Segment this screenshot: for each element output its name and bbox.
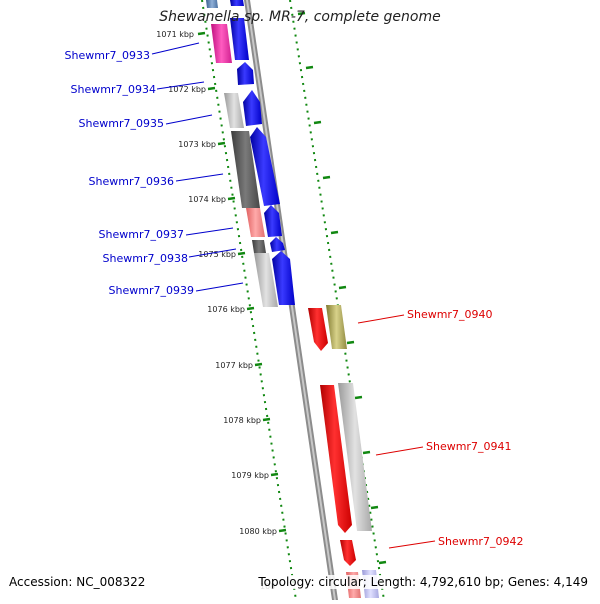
ruler-tick <box>262 417 271 422</box>
ruler-tick <box>338 285 347 290</box>
ruler-tick <box>354 395 363 400</box>
gene-block-partial-top-blue <box>230 0 244 6</box>
ruler-tick <box>217 141 226 146</box>
gene-features <box>206 0 379 598</box>
ruler-tick <box>207 86 216 91</box>
genome-title: Shewanella sp. MR-7, complete genome <box>159 9 441 25</box>
ruler-label: 1075 kbp <box>198 250 236 259</box>
gene-arrow-0936 <box>250 127 280 206</box>
ruler-label: 1072 kbp <box>168 85 206 94</box>
gene-block-0935-gray <box>224 93 244 128</box>
ruler-tick <box>227 196 236 201</box>
gene-block-0933-magenta <box>211 24 232 63</box>
ruler-tick <box>270 472 279 477</box>
ruler-tick <box>346 340 355 345</box>
gene-arrow-0933 <box>230 18 249 60</box>
gene-label: Shewmr7_0940 <box>407 308 492 321</box>
gene-label: Shewmr7_0941 <box>426 440 511 453</box>
ruler-label: 1074 kbp <box>188 195 226 204</box>
leader-line <box>151 42 200 55</box>
ruler-tick <box>378 560 387 565</box>
ruler-tick <box>278 528 287 533</box>
ruler-tick <box>362 450 371 455</box>
ruler-tick <box>322 175 331 180</box>
gene-arrow-0935 <box>243 90 262 126</box>
gene-label: Shewmr7_0939 <box>109 284 194 297</box>
ruler-label: 1079 kbp <box>231 471 269 480</box>
gene-arrow-0939 <box>272 251 295 305</box>
gene-label: Shewmr7_0938 <box>103 252 188 265</box>
ruler-tick <box>370 505 379 510</box>
gene-label: Shewmr7_0935 <box>79 117 164 130</box>
gene-label: Shewmr7_0942 <box>438 535 523 548</box>
gene-label: Shewmr7_0933 <box>65 49 150 62</box>
accession-label: Accession: NC_008322 <box>9 575 146 589</box>
ruler-label: 1073 kbp <box>178 140 216 149</box>
gene-arrow-0938 <box>270 237 285 252</box>
ruler-tick <box>246 306 255 311</box>
leader-line <box>156 81 205 90</box>
gene-block-0941-gray <box>338 383 372 531</box>
ruler-tick <box>237 251 246 256</box>
ruler-ticks <box>197 11 387 565</box>
gene-arrow-0942 <box>340 540 356 566</box>
gene-block-0937-pink <box>246 208 265 237</box>
ruler-label: 1071 kbp <box>156 30 194 39</box>
ruler-tick <box>330 230 339 235</box>
ruler-label: 1078 kbp <box>223 416 261 425</box>
gene-arrow-0937 <box>264 205 282 237</box>
gene-block-0940-olive <box>326 305 347 349</box>
gene-arrow-0934 <box>237 62 254 85</box>
topology-info: Topology: circular; Length: 4,792,610 bp… <box>256 575 590 589</box>
leader-line <box>175 173 224 182</box>
gene-block-0938-darkgray <box>252 240 266 253</box>
leader-line <box>165 114 213 125</box>
ruler-tick <box>197 31 206 36</box>
ruler-tick <box>254 362 263 367</box>
leader-line <box>195 282 244 292</box>
ruler-tick <box>305 65 314 70</box>
gene-label: Shewmr7_0937 <box>99 228 184 241</box>
gene-block-0939-gray <box>254 253 278 307</box>
ruler-label: 1076 kbp <box>207 305 245 314</box>
gene-arrow-0941 <box>320 385 352 533</box>
gene-block-partial-top-steel <box>206 0 218 8</box>
gene-arrow-0940 <box>308 308 328 351</box>
gene-label: Shewmr7_0936 <box>89 175 174 188</box>
ruler-label: 1080 kbp <box>239 527 277 536</box>
leader-line <box>357 314 405 324</box>
leader-line <box>185 227 234 236</box>
leader-line <box>188 248 237 258</box>
gene-labels: Shewmr7_0933 Shewmr7_0934 Shewmr7_0935 S… <box>65 42 523 549</box>
gene-label: Shewmr7_0934 <box>71 83 156 96</box>
ruler-label: 1077 kbp <box>215 361 253 370</box>
leader-line <box>388 540 436 549</box>
leader-line <box>375 446 424 456</box>
ruler-tick <box>313 120 322 125</box>
gene-block-0936-darkgray <box>231 131 260 208</box>
ruler-tick <box>297 11 306 16</box>
